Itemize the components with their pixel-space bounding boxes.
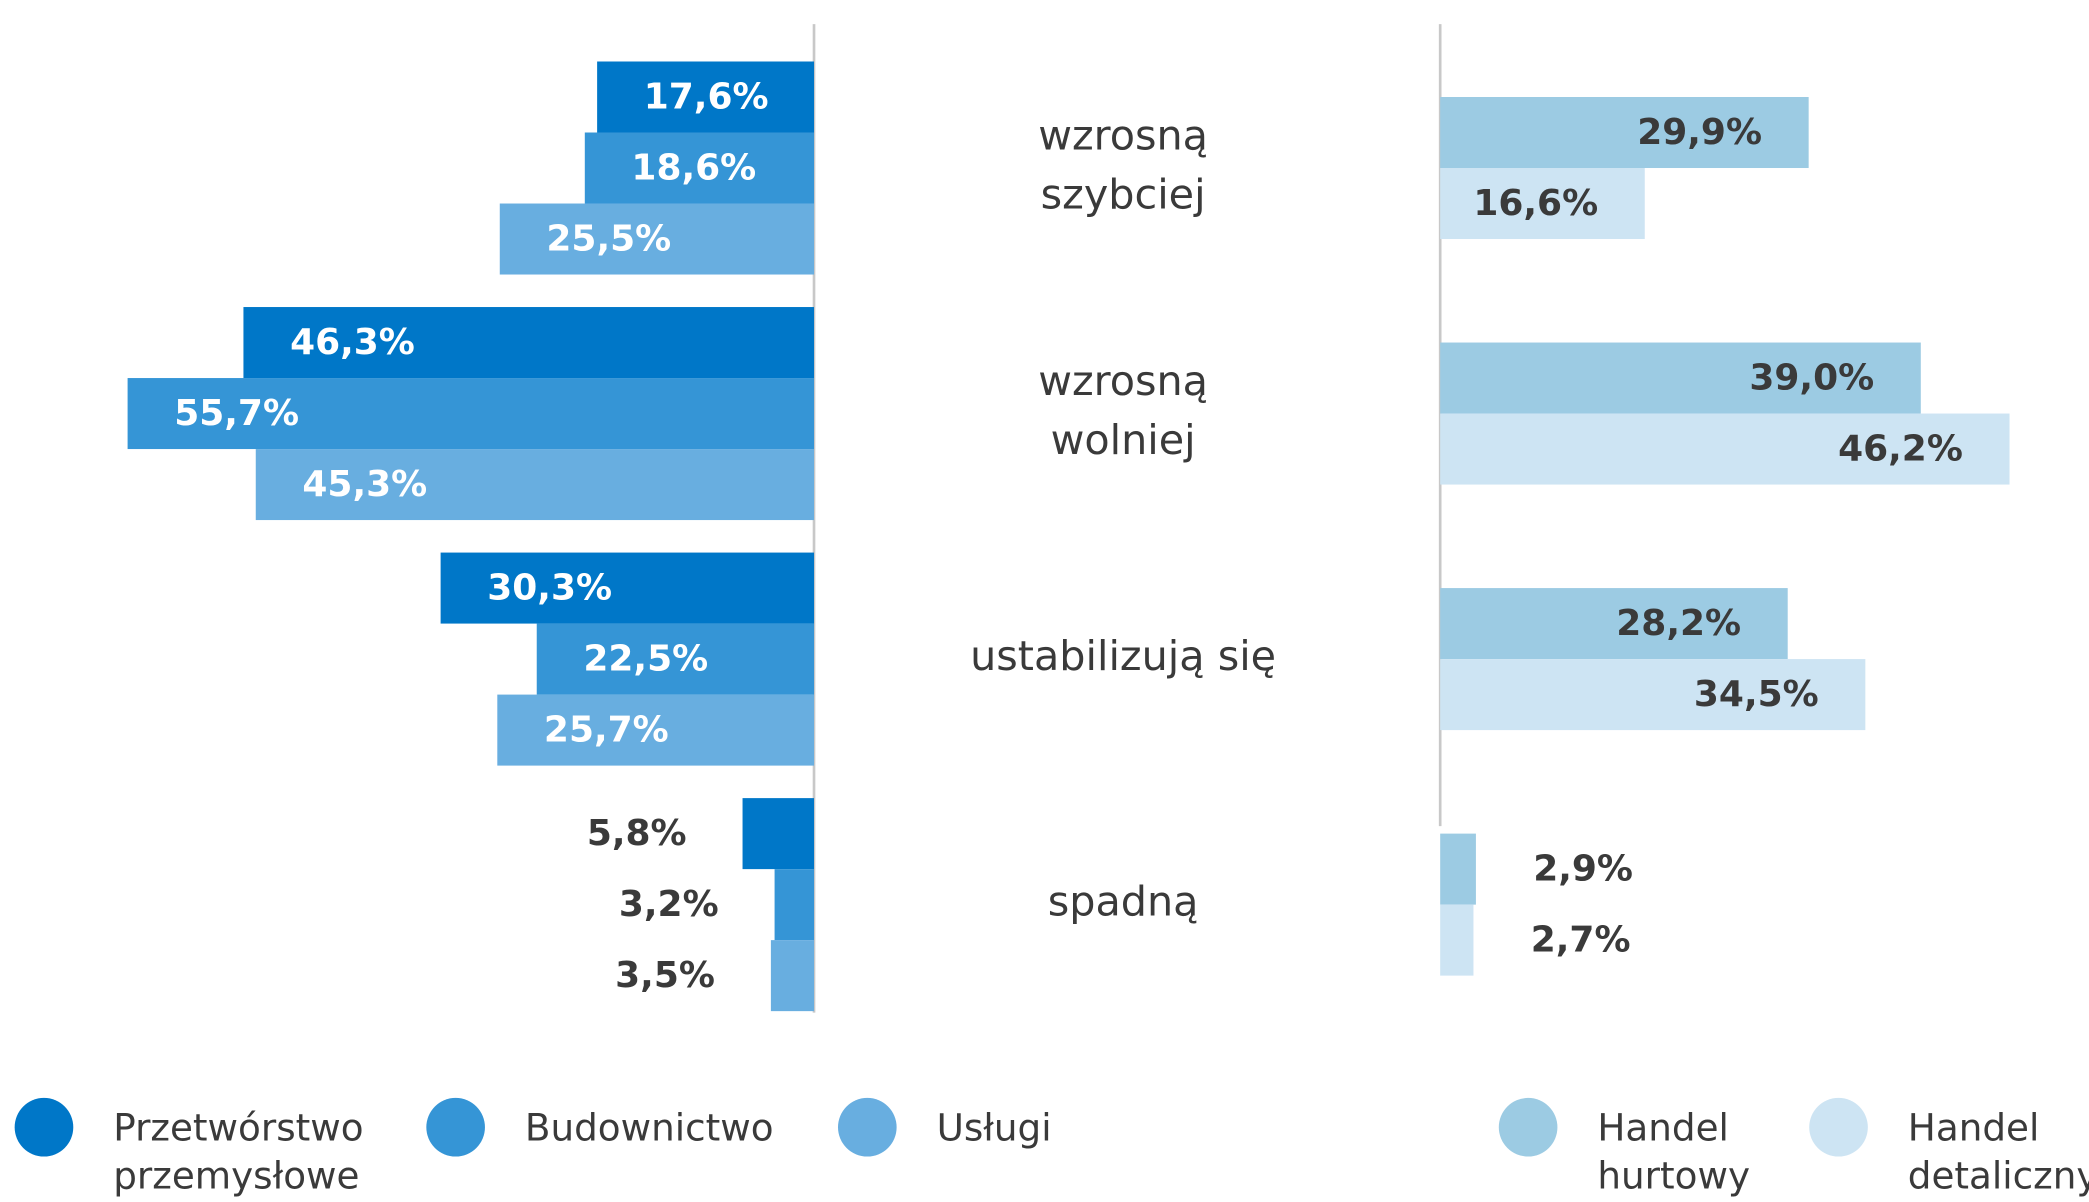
value-label: 46,2%	[1838, 428, 1963, 469]
bar	[1440, 659, 1866, 731]
bar	[742, 798, 815, 870]
legend-label: Przetwórstwo przemysłowe	[113, 1106, 363, 1198]
bar	[497, 694, 815, 766]
category-label: wzrosną wolniej	[1038, 357, 1208, 464]
legend-swatch	[426, 1097, 485, 1157]
value-label: 39,0%	[1749, 357, 1874, 398]
value-label: 5,8%	[587, 813, 687, 854]
value-label: 16,6%	[1473, 183, 1598, 224]
category-label: wzrosną szybciej	[1038, 112, 1208, 219]
legend-swatch	[1498, 1097, 1558, 1157]
bar	[597, 61, 815, 133]
value-label: 30,3%	[487, 567, 612, 608]
value-label: 22,5%	[583, 638, 708, 679]
value-label: 17,6%	[644, 76, 769, 117]
bar	[536, 623, 815, 695]
bar	[770, 940, 815, 1012]
bar	[1440, 413, 2010, 485]
category-label: spadną	[1048, 878, 1199, 926]
bar	[584, 132, 815, 204]
bar	[1440, 833, 1476, 905]
value-label: 3,2%	[619, 884, 719, 925]
value-label: 25,7%	[544, 709, 669, 750]
bar	[774, 869, 815, 941]
value-label: 2,7%	[1531, 919, 1631, 960]
legend-swatch	[14, 1097, 74, 1157]
legend-label: Budownictwo	[525, 1106, 774, 1150]
legend-swatch	[1809, 1097, 1868, 1157]
value-label: 46,3%	[290, 322, 415, 363]
value-label: 29,9%	[1637, 112, 1762, 153]
bar	[1440, 168, 1645, 240]
bar	[255, 449, 815, 521]
value-label: 28,2%	[1616, 603, 1741, 644]
bar	[440, 552, 815, 624]
value-label: 2,9%	[1533, 848, 1633, 889]
bar	[243, 307, 815, 379]
value-label: 3,5%	[615, 955, 715, 996]
value-label: 25,5%	[546, 218, 671, 259]
legend-label: Handel hurtowy	[1597, 1106, 1750, 1198]
legend-label: Handel detaliczny	[1908, 1106, 2089, 1198]
bar	[1440, 342, 1921, 414]
category-label: ustabilizują się	[970, 632, 1276, 680]
bar	[499, 203, 815, 275]
legend-swatch	[837, 1097, 897, 1157]
bar	[127, 378, 815, 450]
bar	[1440, 97, 1809, 169]
value-label: 45,3%	[302, 464, 427, 505]
value-label: 34,5%	[1694, 674, 1819, 715]
value-label: 18,6%	[631, 147, 756, 188]
bar	[1440, 904, 1474, 976]
value-label: 55,7%	[174, 393, 299, 434]
bar	[1440, 588, 1788, 660]
legend-label: Usługi	[937, 1106, 1052, 1150]
